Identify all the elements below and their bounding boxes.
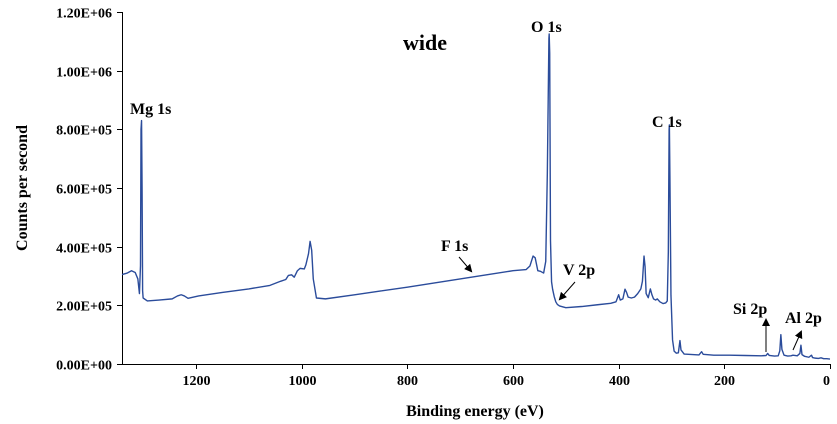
x-tick-label: 400 xyxy=(609,374,630,389)
x-tick-label: 800 xyxy=(397,374,418,389)
peak-label-o-1s: O 1s xyxy=(531,19,562,36)
y-ticks: 0.00E+00 2.00E+05 4.00E+05 6.00E+05 8.00E+05… xyxy=(56,7,122,374)
x-axis-title: Binding energy (eV) xyxy=(406,403,544,420)
peak-label-si-2p: Si 2p xyxy=(733,301,767,318)
y-tick-label: 4.00E+05 xyxy=(56,242,112,257)
x-tick-label: 0 xyxy=(823,374,830,389)
x-tick-label: 1000 xyxy=(289,374,317,389)
peak-annotations: Mg 1s O 1s C 1s F 1s V 2p Si 2p Al 2p xyxy=(130,19,822,352)
peak-label-c-1s: C 1s xyxy=(652,114,682,131)
x-ticks: 1200 1000 800 600 400 200 0 xyxy=(183,364,831,389)
arrow-v-2p xyxy=(558,281,576,301)
x-tick-label: 200 xyxy=(714,374,735,389)
peak-label-f-1s: F 1s xyxy=(441,238,468,255)
y-tick-label: 0.00E+00 xyxy=(56,359,112,374)
arrow-f-1s xyxy=(458,256,473,273)
peak-label-al-2p: Al 2p xyxy=(785,310,822,327)
series-line-wide-scan xyxy=(121,33,831,360)
y-tick-label: 1.20E+06 xyxy=(56,7,112,22)
plot-area: 0.00E+00 2.00E+05 4.00E+05 6.00E+05 8.00E+05… xyxy=(56,7,831,389)
arrow-al-2p xyxy=(792,330,803,351)
y-tick-label: 8.00E+05 xyxy=(56,124,112,139)
y-axis-title: Counts per second xyxy=(14,125,31,251)
chart-title: wide xyxy=(403,30,447,55)
x-tick-label: 600 xyxy=(503,374,524,389)
y-tick-label: 1.00E+06 xyxy=(56,66,112,81)
y-tick-label: 2.00E+05 xyxy=(56,300,112,315)
x-tick-label: 1200 xyxy=(183,374,211,389)
y-tick-label: 6.00E+05 xyxy=(56,183,112,198)
peak-label-mg-1s: Mg 1s xyxy=(130,101,171,118)
peak-label-v-2p: V 2p xyxy=(563,262,595,279)
